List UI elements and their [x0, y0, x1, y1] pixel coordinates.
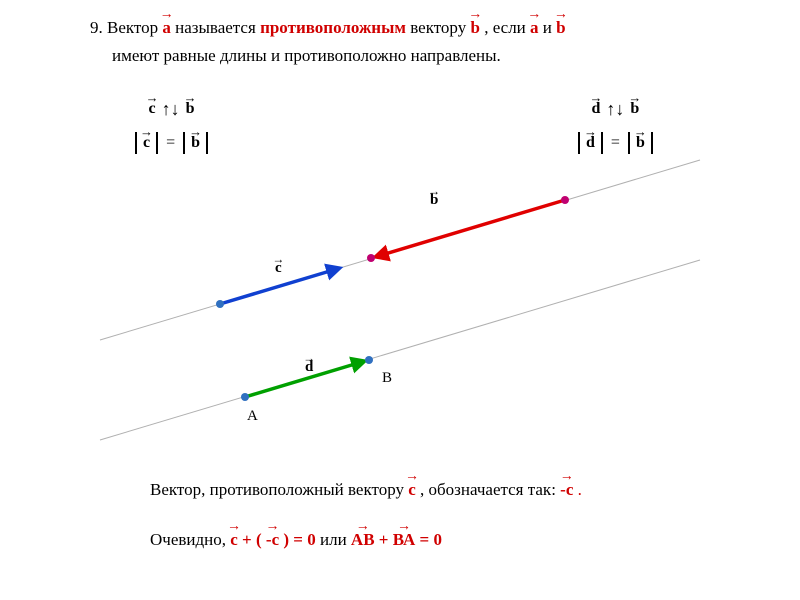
title-line-2: имеют равные длины и противоположно напр…: [112, 46, 501, 66]
bottom-line-1: Вектор, противоположный вектору →c , обо…: [150, 480, 582, 500]
vec-b-top: →b: [186, 100, 195, 118]
vec-AB: →АВ: [351, 530, 375, 550]
dot-b-start: [561, 196, 569, 204]
right-notation: →d ↑↓ →b →d = →b: [578, 100, 653, 154]
vec-c-top: →c: [149, 100, 156, 118]
vec-b-top2: →b: [630, 100, 639, 118]
num: 9. Вектор: [90, 18, 162, 37]
vec-b: →b: [470, 18, 479, 38]
word-opposite: противоположным: [260, 18, 406, 37]
dot-d-end: [365, 356, 373, 364]
vector-diagram: [0, 150, 800, 470]
vec-c-b1: →c: [408, 480, 416, 500]
equals: =: [166, 134, 175, 151]
antiparallel-icon-2: ↑↓: [606, 100, 624, 118]
vector-b-arrow: [375, 200, 565, 257]
vec-d-top: →d: [592, 100, 601, 118]
label-B: B: [382, 370, 392, 387]
label-b: →b: [430, 192, 438, 209]
vec-negc-b2: →-c: [266, 530, 279, 550]
bottom-line-2: Очевидно, →c + ( →-c ) = 0 или →АВ + →ВА…: [150, 530, 442, 550]
equals2: =: [611, 134, 620, 151]
title-line-1: 9. Вектор →a называется противоположным …: [90, 18, 566, 38]
antiparallel-icon: ↑↓: [162, 100, 180, 118]
left-notation: →c ↑↓ →b →c = →b: [135, 100, 208, 154]
vec-BA: →ВА: [393, 530, 416, 550]
vec-negc-b1: →-c: [560, 480, 573, 500]
dot-c-start: [216, 300, 224, 308]
label-c: →c: [275, 260, 282, 277]
vec-a2: →a: [530, 18, 539, 38]
label-d: →d: [305, 359, 313, 376]
vec-c-b2: →c: [230, 530, 238, 550]
guide-line-lower: [100, 260, 700, 440]
dot-b-end: [367, 254, 375, 262]
vec-a: →a: [162, 18, 171, 38]
dot-d-start: [241, 393, 249, 401]
vec-b2: →b: [556, 18, 565, 38]
label-A: A: [247, 408, 258, 425]
